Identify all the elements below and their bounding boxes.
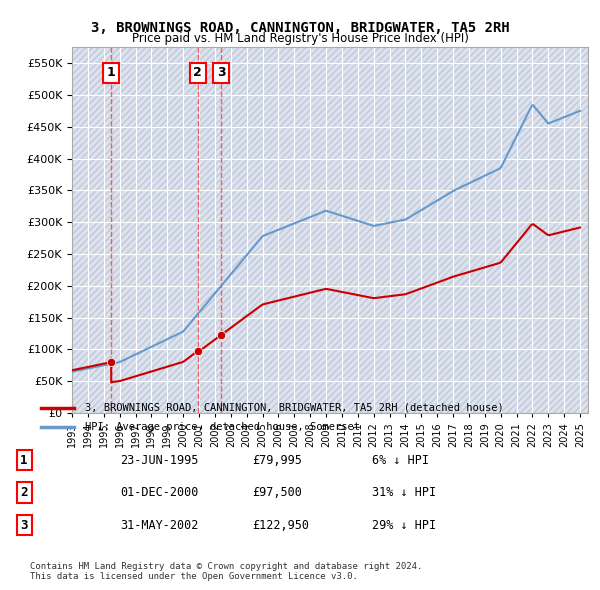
Text: HPI: Average price, detached house, Somerset: HPI: Average price, detached house, Some… bbox=[85, 422, 360, 432]
Text: 1: 1 bbox=[20, 454, 28, 467]
Text: 2: 2 bbox=[20, 486, 28, 499]
Text: 3: 3 bbox=[217, 66, 226, 79]
Text: 01-DEC-2000: 01-DEC-2000 bbox=[120, 486, 199, 499]
Text: 3: 3 bbox=[20, 519, 28, 532]
Text: 3, BROWNINGS ROAD, CANNINGTON, BRIDGWATER, TA5 2RH (detached house): 3, BROWNINGS ROAD, CANNINGTON, BRIDGWATE… bbox=[85, 403, 504, 412]
Text: £97,500: £97,500 bbox=[252, 486, 302, 499]
Text: Price paid vs. HM Land Registry's House Price Index (HPI): Price paid vs. HM Land Registry's House … bbox=[131, 32, 469, 45]
Text: 6% ↓ HPI: 6% ↓ HPI bbox=[372, 454, 429, 467]
Text: 1: 1 bbox=[107, 66, 116, 79]
Text: £79,995: £79,995 bbox=[252, 454, 302, 467]
Text: 29% ↓ HPI: 29% ↓ HPI bbox=[372, 519, 436, 532]
Text: 31% ↓ HPI: 31% ↓ HPI bbox=[372, 486, 436, 499]
Text: 23-JUN-1995: 23-JUN-1995 bbox=[120, 454, 199, 467]
Text: 2: 2 bbox=[193, 66, 202, 79]
Text: £122,950: £122,950 bbox=[252, 519, 309, 532]
Text: 31-MAY-2002: 31-MAY-2002 bbox=[120, 519, 199, 532]
Text: Contains HM Land Registry data © Crown copyright and database right 2024.
This d: Contains HM Land Registry data © Crown c… bbox=[30, 562, 422, 581]
Text: 3, BROWNINGS ROAD, CANNINGTON, BRIDGWATER, TA5 2RH: 3, BROWNINGS ROAD, CANNINGTON, BRIDGWATE… bbox=[91, 21, 509, 35]
